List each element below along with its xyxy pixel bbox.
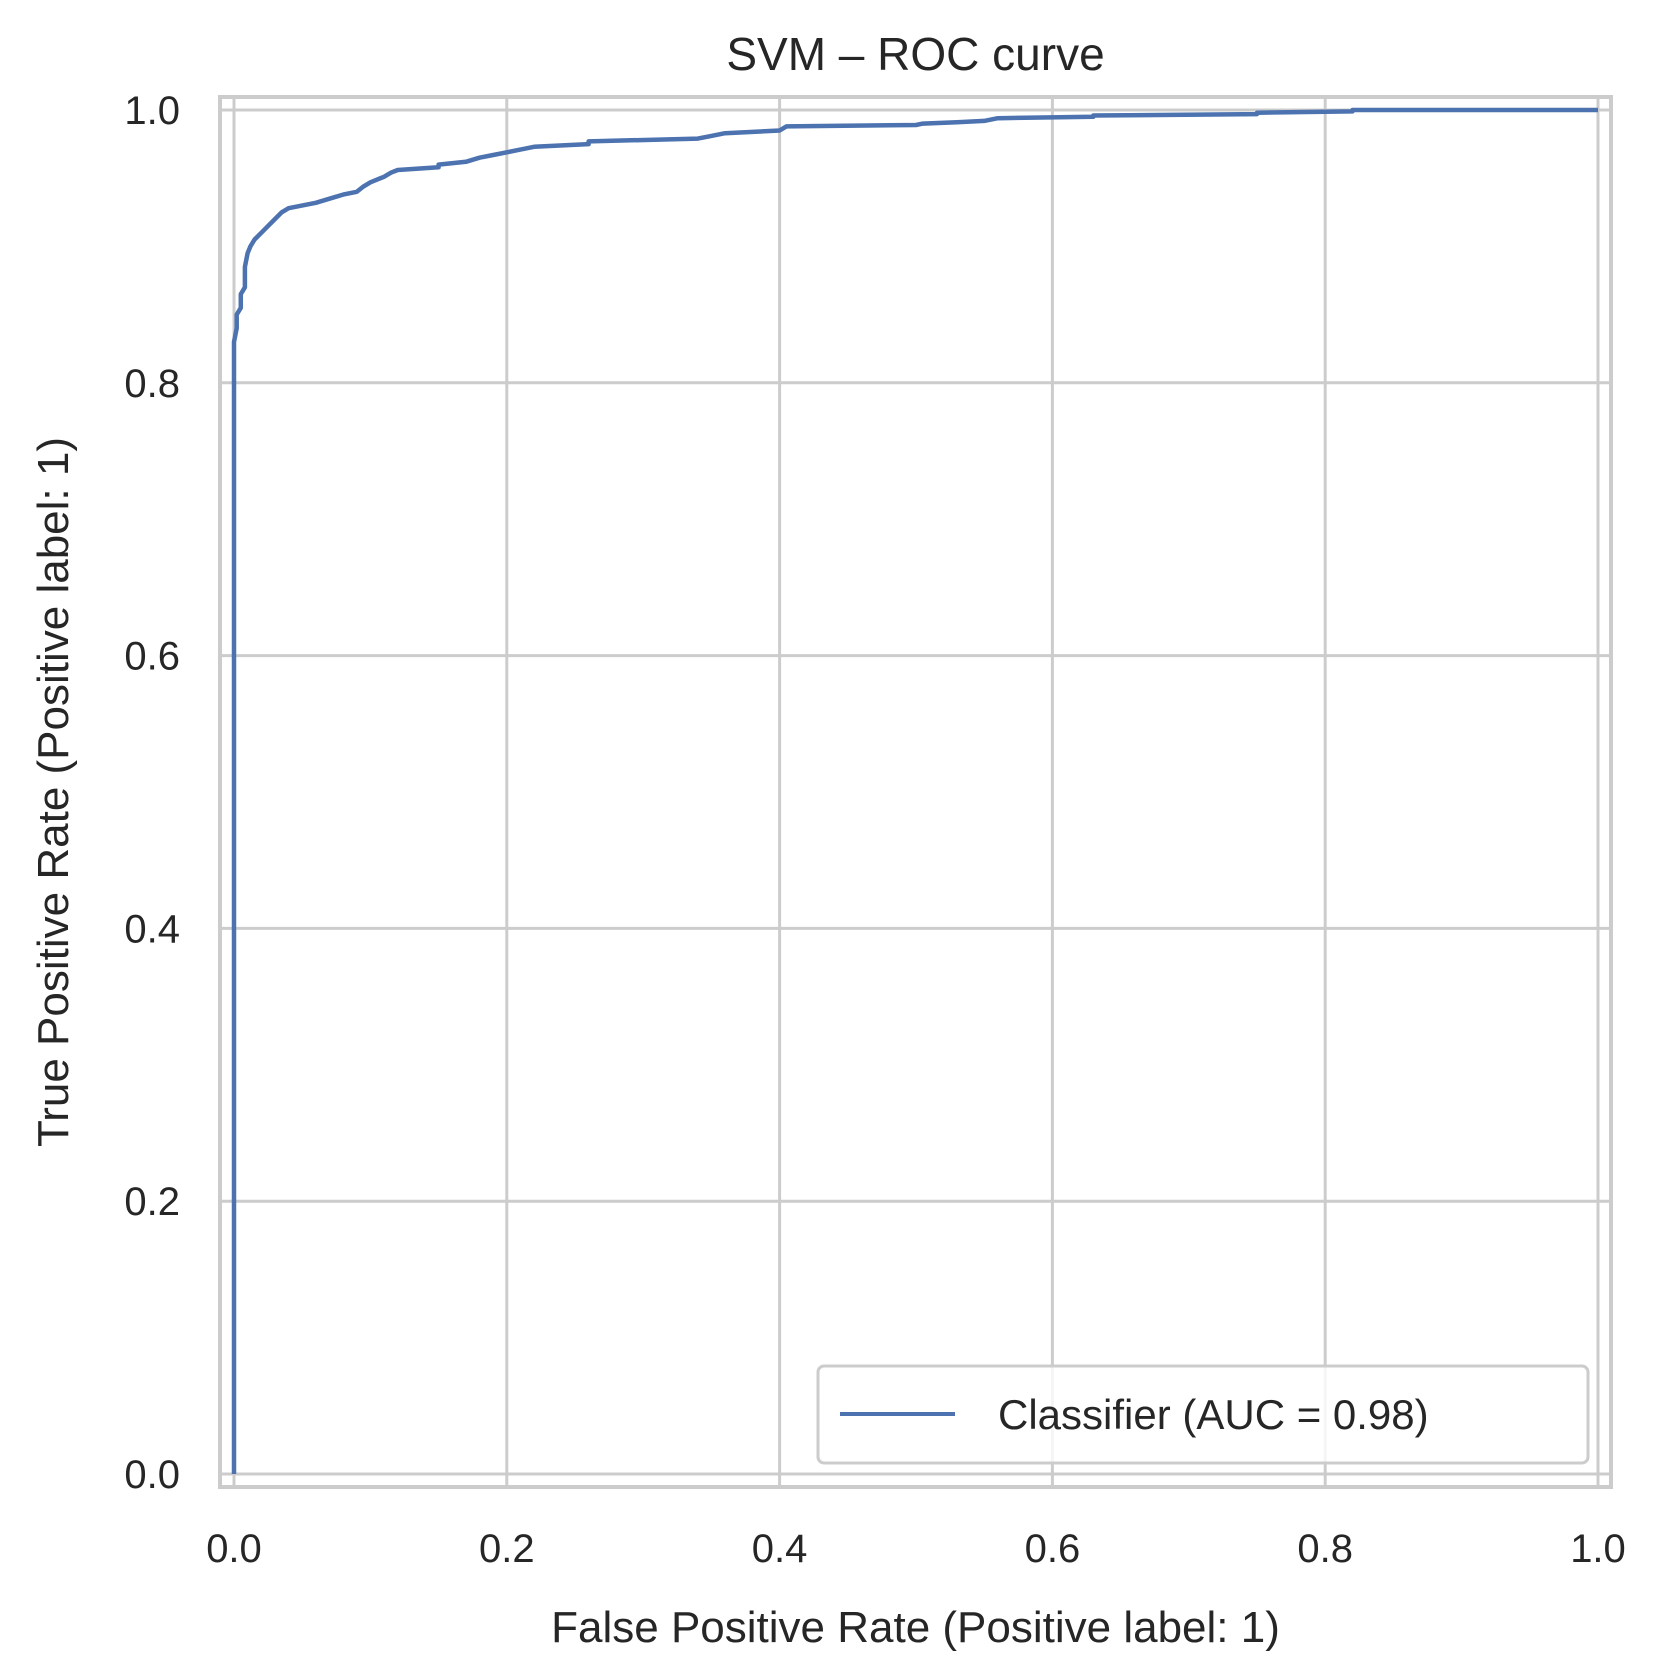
x-tick-label: 0.4 [752, 1527, 808, 1571]
legend-box [816, 1364, 1590, 1465]
x-tick-labels: 0.0 0.2 0.4 0.6 0.8 1.0 [206, 1527, 1626, 1571]
x-tick-label: 1.0 [1570, 1527, 1626, 1571]
y-tick-label: 0.4 [124, 907, 180, 951]
x-tick-label: 0.2 [479, 1527, 535, 1571]
y-tick-label: 0.6 [124, 635, 180, 679]
y-tick-label: 0.2 [124, 1180, 180, 1224]
x-tick-label: 0.6 [1025, 1527, 1081, 1571]
x-tick-label: 0.8 [1297, 1527, 1353, 1571]
y-tick-labels: 0.0 0.2 0.4 0.6 0.8 1.0 [124, 89, 180, 1497]
legend-label: Classifier (AUC = 0.98) [998, 1391, 1429, 1438]
chart-title: SVM – ROC curve [726, 28, 1104, 80]
y-tick-label: 1.0 [124, 89, 180, 133]
plot-frame [218, 95, 1613, 1489]
roc-curve-line [231, 107, 1598, 1474]
y-tick-label: 0.0 [124, 1453, 180, 1497]
y-axis-title: True Positive Rate (Positive label: 1) [29, 437, 78, 1147]
series-lines [231, 107, 1598, 1474]
x-tick-label: 0.0 [206, 1527, 262, 1571]
y-tick-label: 0.8 [124, 362, 180, 406]
legend: Classifier (AUC = 0.98) [816, 1364, 1590, 1465]
grid [220, 97, 1611, 1487]
x-axis-title: False Positive Rate (Positive label: 1) [551, 1603, 1280, 1652]
